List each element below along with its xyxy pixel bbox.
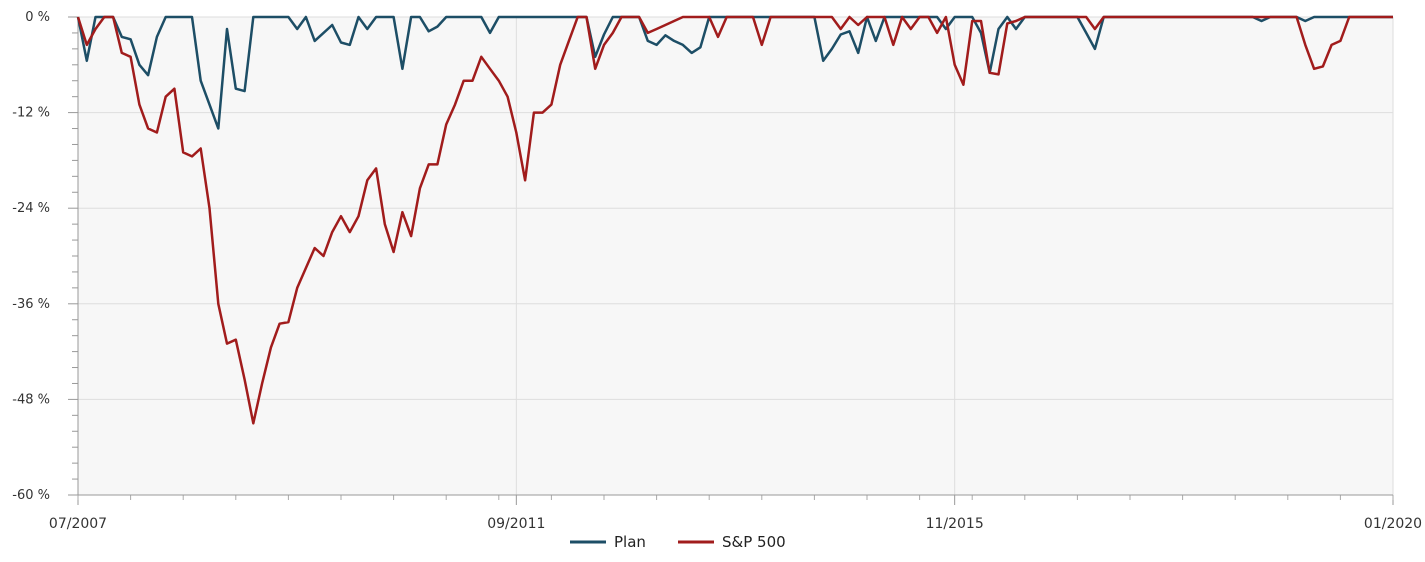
y-tick-label: -24 % [12,201,50,216]
x-tick-label: 01/2020 [1364,516,1422,532]
series-line-sp500 [76,15,1393,425]
y-tick-label: 0 % [25,10,50,25]
x-tick-label: 09/2011 [487,516,545,532]
legend-label-sp500: S&P 500 [722,533,786,551]
y-tick-label: -48 % [12,392,50,407]
plot-area [78,17,1393,495]
y-tick-label: -12 % [12,106,50,121]
y-tick-label: -60 % [12,488,50,503]
legend-label-plan: Plan [614,533,646,551]
x-tick-label: 11/2015 [926,516,984,532]
y-tick-label: -36 % [12,297,50,312]
x-tick-label: 07/2007 [49,516,107,532]
